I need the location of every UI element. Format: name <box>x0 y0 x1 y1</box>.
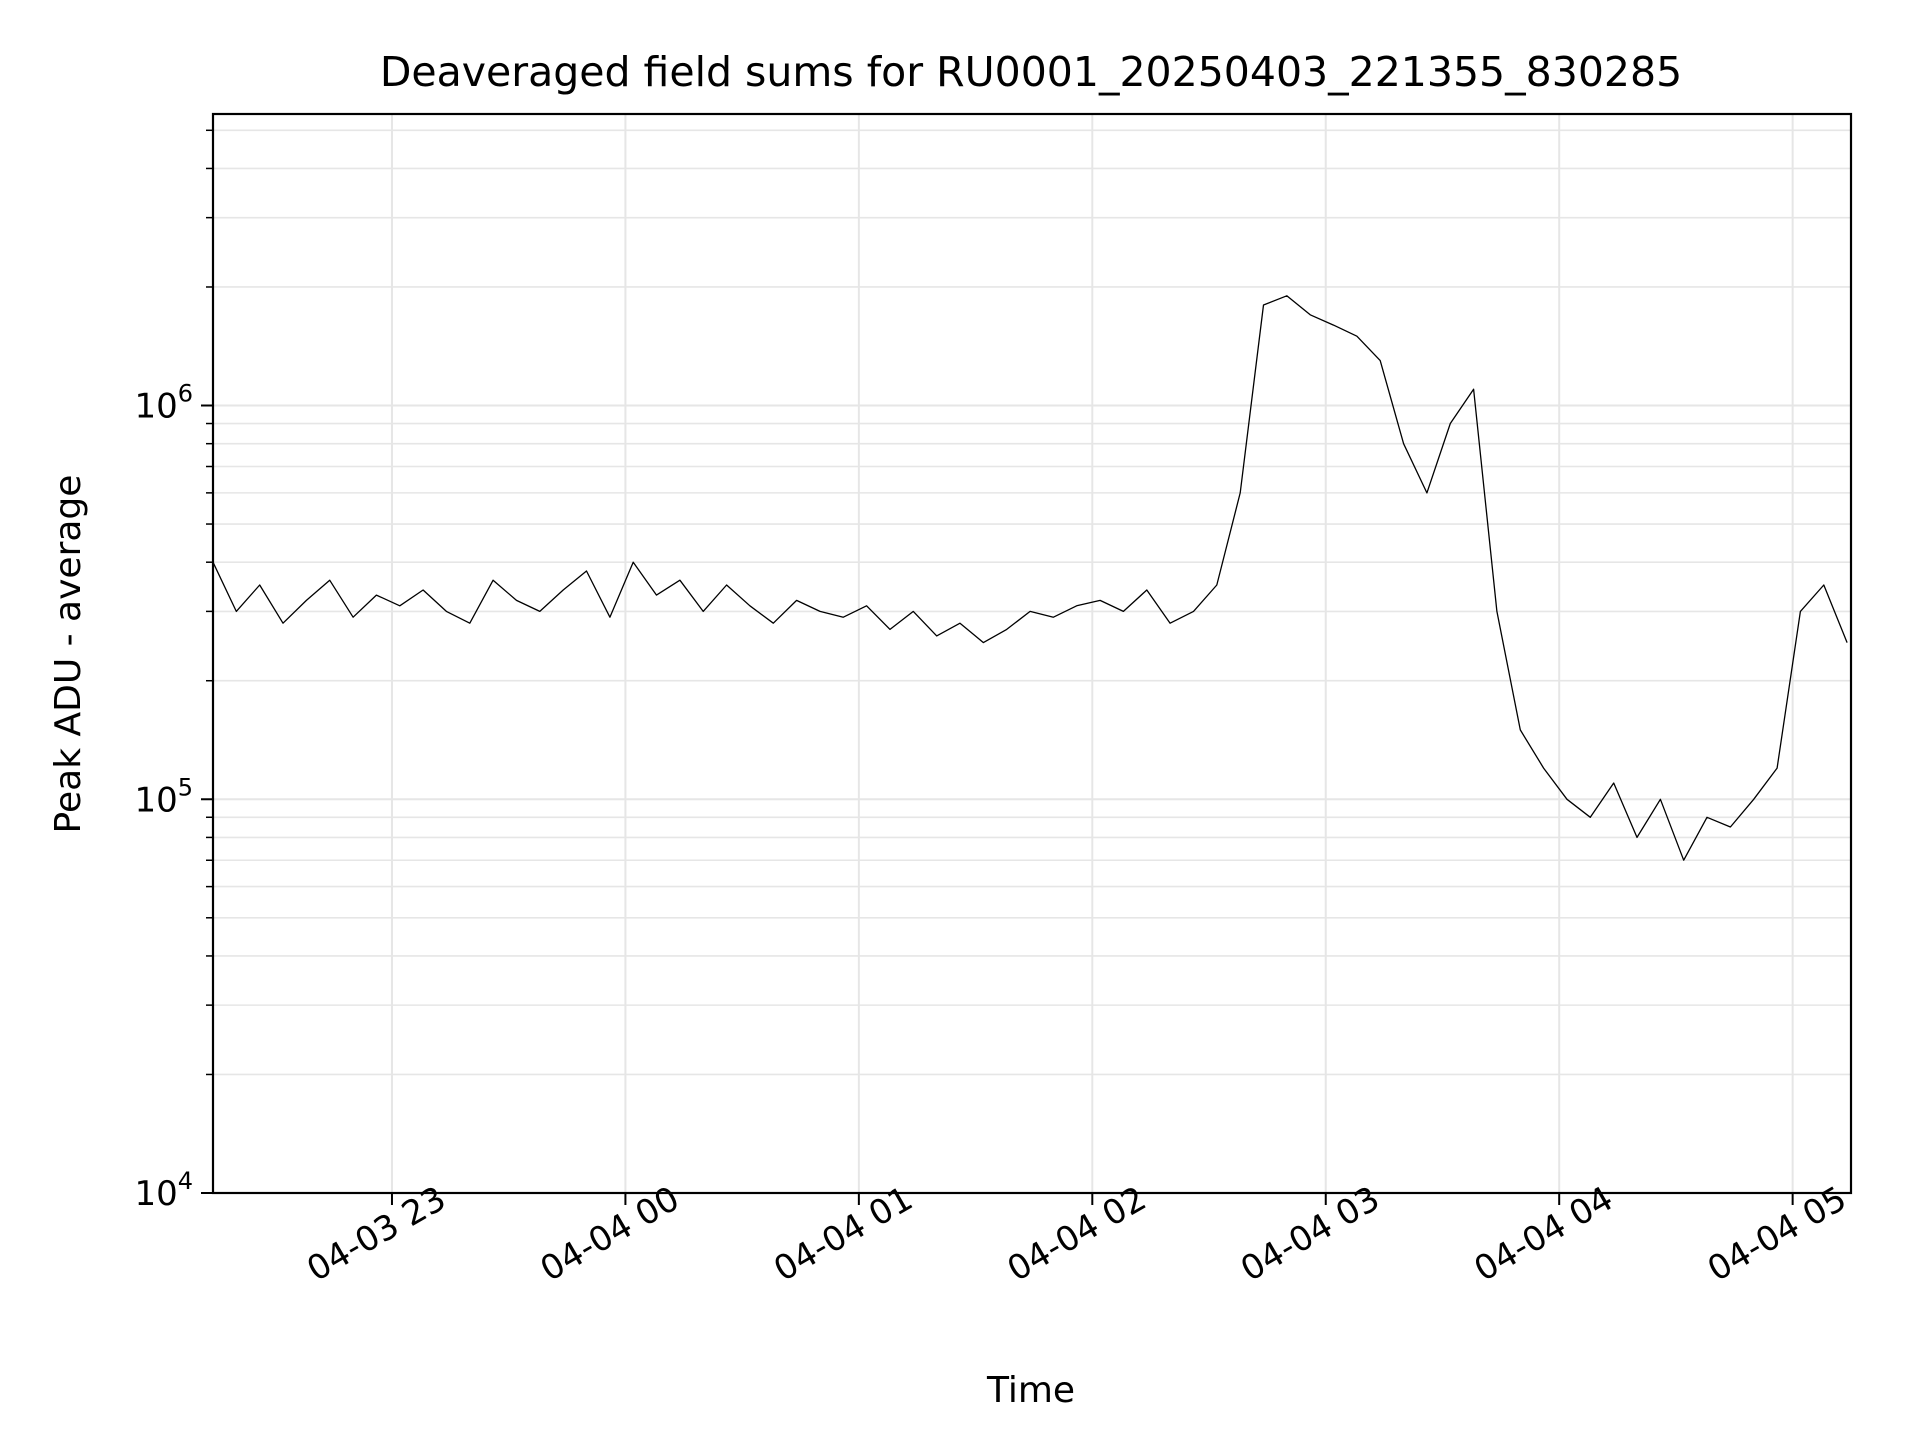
y-tick-label: 106 <box>134 380 193 427</box>
y-tick-label: 104 <box>134 1167 193 1214</box>
chart-title: Deaveraged field sums for RU0001_2025040… <box>380 48 1682 96</box>
y-tick-label: 105 <box>134 773 193 820</box>
x-axis-label: Time <box>986 1370 1075 1411</box>
y-axis-label: Peak ADU - average <box>48 475 89 834</box>
gridlines <box>213 114 1851 1193</box>
plot-frame <box>211 112 1853 1195</box>
series-line <box>212 295 1848 861</box>
y-axis-ticks: 104 105 106 <box>134 129 213 1214</box>
series-group <box>212 295 1848 861</box>
